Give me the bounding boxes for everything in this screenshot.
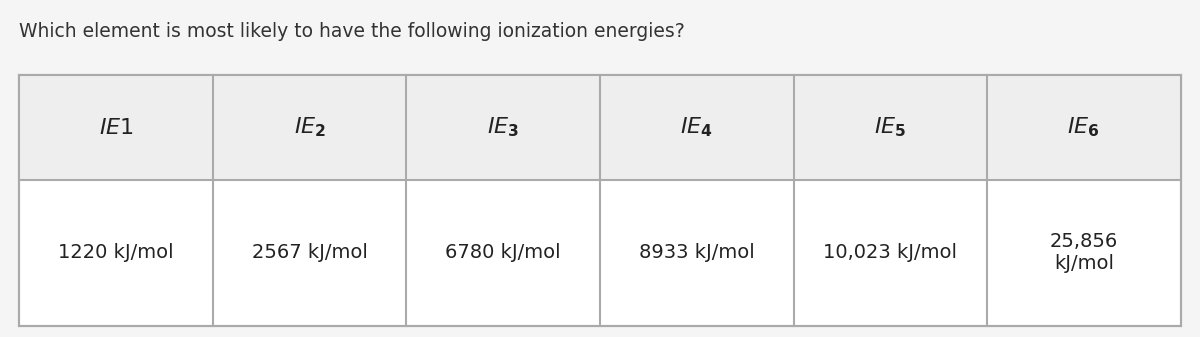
Text: 10,023 kJ/mol: 10,023 kJ/mol	[823, 243, 958, 263]
Text: Which element is most likely to have the following ionization energies?: Which element is most likely to have the…	[19, 23, 685, 41]
Text: $\mathbf{\mathit{IE}}_\mathbf{4}$: $\mathbf{\mathit{IE}}_\mathbf{4}$	[680, 116, 713, 140]
Text: 6780 kJ/mol: 6780 kJ/mol	[445, 243, 562, 263]
Text: 25,856
kJ/mol: 25,856 kJ/mol	[1050, 233, 1118, 273]
Text: 2567 kJ/mol: 2567 kJ/mol	[252, 243, 367, 263]
Text: $\mathbf{\mathit{IE1}}$: $\mathbf{\mathit{IE1}}$	[98, 118, 133, 137]
Text: 1220 kJ/mol: 1220 kJ/mol	[59, 243, 174, 263]
Text: 8933 kJ/mol: 8933 kJ/mol	[638, 243, 755, 263]
Text: $\mathbf{\mathit{IE}}_\mathbf{2}$: $\mathbf{\mathit{IE}}_\mathbf{2}$	[294, 116, 326, 140]
Text: $\mathbf{\mathit{IE}}_\mathbf{3}$: $\mathbf{\mathit{IE}}_\mathbf{3}$	[487, 116, 520, 140]
Text: $\mathbf{\mathit{IE}}_\mathbf{6}$: $\mathbf{\mathit{IE}}_\mathbf{6}$	[1068, 116, 1100, 140]
Text: $\mathbf{\mathit{IE}}_\mathbf{5}$: $\mathbf{\mathit{IE}}_\mathbf{5}$	[874, 116, 906, 140]
